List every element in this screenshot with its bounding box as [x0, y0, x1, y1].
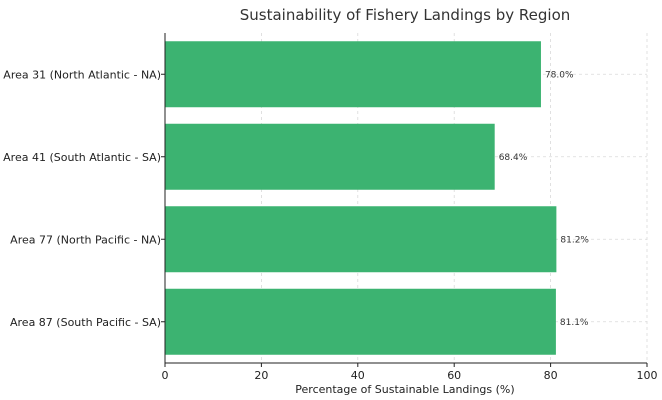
bar — [165, 123, 495, 190]
bar — [165, 206, 557, 273]
bar-value-label: 68.4% — [499, 153, 528, 163]
bar — [165, 288, 556, 355]
x-tick-label: 20 — [254, 369, 268, 382]
bar-value-label: 81.2% — [560, 235, 589, 245]
bar-series: 78.0% 68.4% 81.2% 81.1% — [165, 41, 589, 355]
bar — [165, 41, 541, 108]
bar-value-label: 81.1% — [560, 318, 589, 328]
chart-title: Sustainability of Fishery Landings by Re… — [240, 6, 571, 24]
category-label: Area 31 (North Atlantic - NA) — [3, 68, 161, 81]
x-tick-label: 80 — [544, 369, 558, 382]
x-tick-label: 60 — [447, 369, 461, 382]
x-tick-label: 0 — [162, 369, 169, 382]
category-label: Area 87 (South Pacific - SA) — [10, 316, 161, 329]
bar-value-label: 78.0% — [545, 70, 574, 80]
category-label: Area 77 (North Pacific - NA) — [10, 233, 161, 246]
axes: Area 31 (North Atlantic - NA) Area 41 (So… — [3, 33, 658, 382]
category-label: Area 41 (South Atlantic - SA) — [3, 151, 161, 164]
x-tick-label: 40 — [351, 369, 365, 382]
x-tick-label: 100 — [637, 369, 658, 382]
x-axis-title: Percentage of Sustainable Landings (%) — [295, 383, 514, 396]
